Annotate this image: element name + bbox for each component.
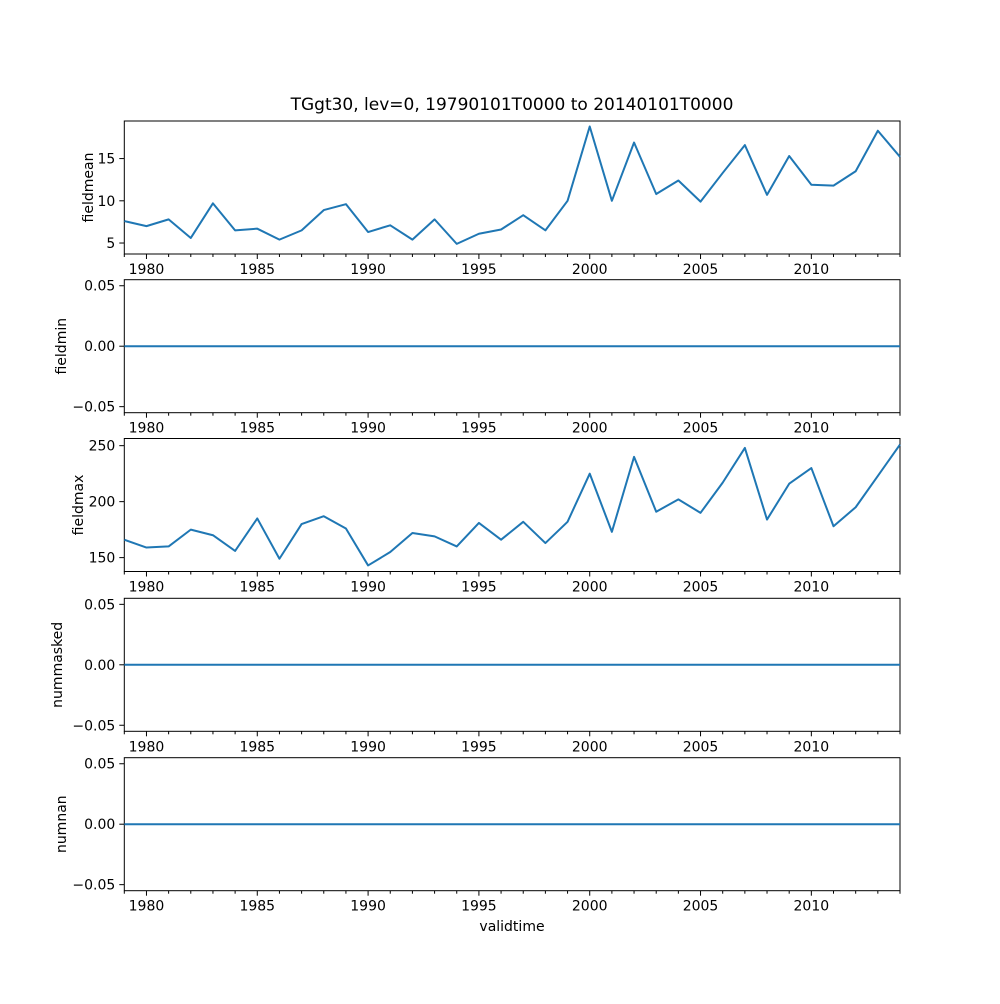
y-tick-label: 15 (97, 152, 115, 168)
y-tick-label: 5 (106, 236, 115, 252)
x-tick-label: 2005 (683, 421, 719, 437)
y-tick-label: 0.05 (84, 279, 115, 295)
y-tick-label: 0.00 (84, 339, 115, 355)
x-tick-label: 2000 (572, 262, 608, 278)
x-tick-label: 1990 (350, 899, 386, 915)
x-axis-label: validtime (479, 919, 544, 935)
subplot-numnan: 1980 1985 1990 1995 2000 2005 2010 −0.05 0.00 0.0… (54, 757, 901, 915)
x-tick-label: 2000 (572, 421, 608, 437)
x-tick-label: 1985 (239, 262, 275, 278)
y-tick-label: 0.00 (84, 817, 115, 833)
y-axis-label: fieldmax (71, 475, 87, 536)
x-tick-label: 2005 (683, 262, 719, 278)
x-tick-label: 1990 (350, 739, 386, 755)
y-tick-label: −0.05 (72, 400, 115, 416)
x-tick-label: 1995 (461, 739, 497, 755)
x-tick-label: 1995 (461, 580, 497, 596)
series-line-fieldmean (124, 125, 901, 245)
y-tick-label: 250 (89, 439, 116, 455)
y-tick-label: 10 (97, 194, 115, 210)
x-tick-label: 1990 (350, 580, 386, 596)
y-axis-label: fieldmean (81, 153, 97, 223)
x-tick-label: 2000 (572, 899, 608, 915)
x-tick-label: 1980 (129, 739, 165, 755)
y-tick-label: 0.05 (84, 597, 115, 613)
y-axis-label: fieldmin (54, 318, 70, 375)
x-tick-label: 1980 (129, 421, 165, 437)
subplots-group: 1980 1985 1990 1995 2000 2005 2010 5 10 15fieldme… (50, 120, 901, 915)
x-tick-label: 2010 (794, 739, 830, 755)
subplot-nummasked: 1980 1985 1990 1995 2000 2005 2010 −0.05 0.00 0.0… (50, 597, 901, 755)
subplot-fieldmin: 1980 1985 1990 1995 2000 2005 2010 −0.05 0.00 0.0… (54, 279, 901, 437)
axes-frame (123, 120, 901, 255)
axes-frame (123, 438, 901, 572)
figure-title: TGgt30, lev=0, 19790101T0000 to 20140101… (290, 95, 734, 115)
x-tick-label: 1985 (239, 899, 275, 915)
x-tick-label: 2000 (572, 580, 608, 596)
y-tick-label: −0.05 (72, 718, 115, 734)
x-tick-label: 1980 (129, 262, 165, 278)
x-tick-label: 1995 (461, 899, 497, 915)
x-tick-label: 1985 (239, 739, 275, 755)
x-tick-label: 2005 (683, 580, 719, 596)
x-tick-label: 2000 (572, 739, 608, 755)
y-tick-label: 200 (89, 495, 116, 511)
series-line-fieldmax (123, 443, 901, 567)
x-tick-label: 2010 (794, 899, 830, 915)
x-tick-label: 2010 (794, 580, 830, 596)
y-tick-label: −0.05 (72, 878, 115, 894)
subplot-fieldmax: 1980 1985 1990 1995 2000 2005 2010 150 200 250 fie… (71, 438, 901, 596)
x-tick-label: 1980 (129, 580, 165, 596)
x-tick-label: 1985 (239, 421, 275, 437)
x-tick-label: 1990 (350, 262, 386, 278)
x-tick-label: 1995 (461, 421, 497, 437)
x-tick-label: 2010 (794, 421, 830, 437)
y-tick-label: 150 (89, 551, 116, 567)
y-tick-label: 0.00 (84, 658, 115, 674)
x-tick-label: 1995 (461, 262, 497, 278)
x-tick-label: 1990 (350, 421, 386, 437)
x-tick-label: 2010 (794, 262, 830, 278)
y-axis-label: nummasked (50, 622, 66, 708)
y-axis-label: numnan (54, 795, 70, 853)
x-tick-label: 1980 (129, 899, 165, 915)
x-tick-label: 1985 (239, 580, 275, 596)
subplot-fieldmean: 1980 1985 1990 1995 2000 2005 2010 5 10 15fieldme… (81, 120, 901, 278)
x-tick-label: 2005 (683, 739, 719, 755)
y-tick-label: 0.05 (84, 757, 115, 773)
x-tick-label: 2005 (683, 899, 719, 915)
